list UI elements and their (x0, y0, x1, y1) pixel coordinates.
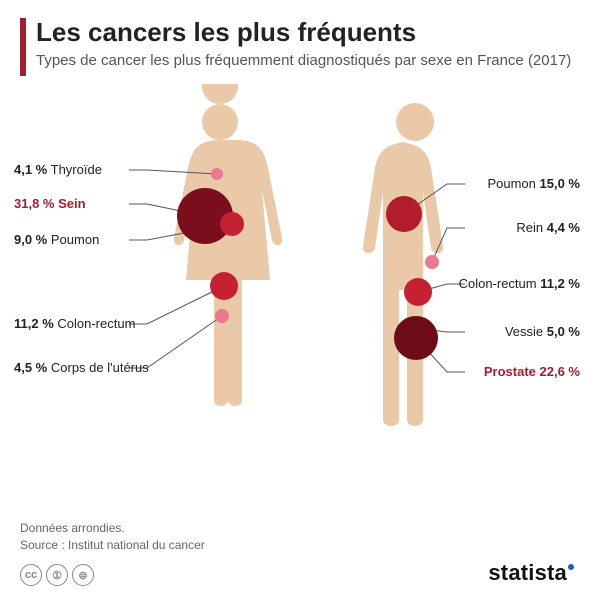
label-female-sein: 31,8 % Sein (14, 196, 86, 211)
label-female-uterus: 4,5 % Corps de l'utérus (14, 360, 149, 375)
title-text-block: Les cancers les plus fréquents Types de … (36, 18, 574, 70)
footnote-rounding: Données arrondies. (20, 520, 574, 537)
title-row: Les cancers les plus fréquents Types de … (20, 18, 574, 76)
infographic-diagram: 4,1 % Thyroïde 31,8 % Sein 9,0 % Poumon 11,… (0, 84, 594, 484)
label-female-poumon: 9,0 % Poumon (14, 232, 99, 247)
label-female-colon: 11,2 % Colon-rectum (14, 316, 135, 331)
label-male-prostate: Prostate 22,6 % (484, 364, 580, 379)
bubble-male-rein (425, 255, 439, 269)
page-title: Les cancers les plus fréquents (36, 18, 574, 47)
cc-license-icons: cc ① ⊜ (20, 564, 94, 586)
cc-icon: cc (20, 564, 42, 586)
label-male-rein: Rein 4,4 % (516, 220, 580, 235)
cc-by-icon: ① (46, 564, 68, 586)
label-male-vessie: Vessie 5,0 % (505, 324, 580, 339)
footnote-source: Source : Institut national du cancer (20, 537, 574, 554)
logo-text: statista (488, 560, 567, 585)
logo-dot-icon (568, 564, 574, 570)
bubble-male-colon (404, 278, 432, 306)
label-male-colon: Colon-rectum 11,2 % (459, 276, 580, 291)
footer: Données arrondies. Source : Institut nat… (20, 520, 574, 586)
title-accent-bar (20, 18, 26, 76)
page-subtitle: Types de cancer les plus fréquemment dia… (36, 51, 574, 71)
bubble-female-thyroide (211, 168, 223, 180)
bubble-female-uterus (215, 309, 229, 323)
leader-female-colon (129, 286, 224, 324)
label-female-thyroide: 4,1 % Thyroïde (14, 162, 102, 177)
bubble-male-prostate (394, 316, 438, 360)
bubble-male-poumon (386, 196, 422, 232)
statista-logo: statista (488, 560, 574, 586)
label-male-poumon: Poumon 15,0 % (487, 176, 580, 191)
cc-nd-icon: ⊜ (72, 564, 94, 586)
bubble-female-colon (210, 272, 238, 300)
bubble-female-poumon (220, 212, 244, 236)
header: Les cancers les plus fréquents Types de … (0, 0, 594, 84)
female-silhouette (174, 84, 283, 406)
footer-row: cc ① ⊜ statista (20, 560, 574, 586)
